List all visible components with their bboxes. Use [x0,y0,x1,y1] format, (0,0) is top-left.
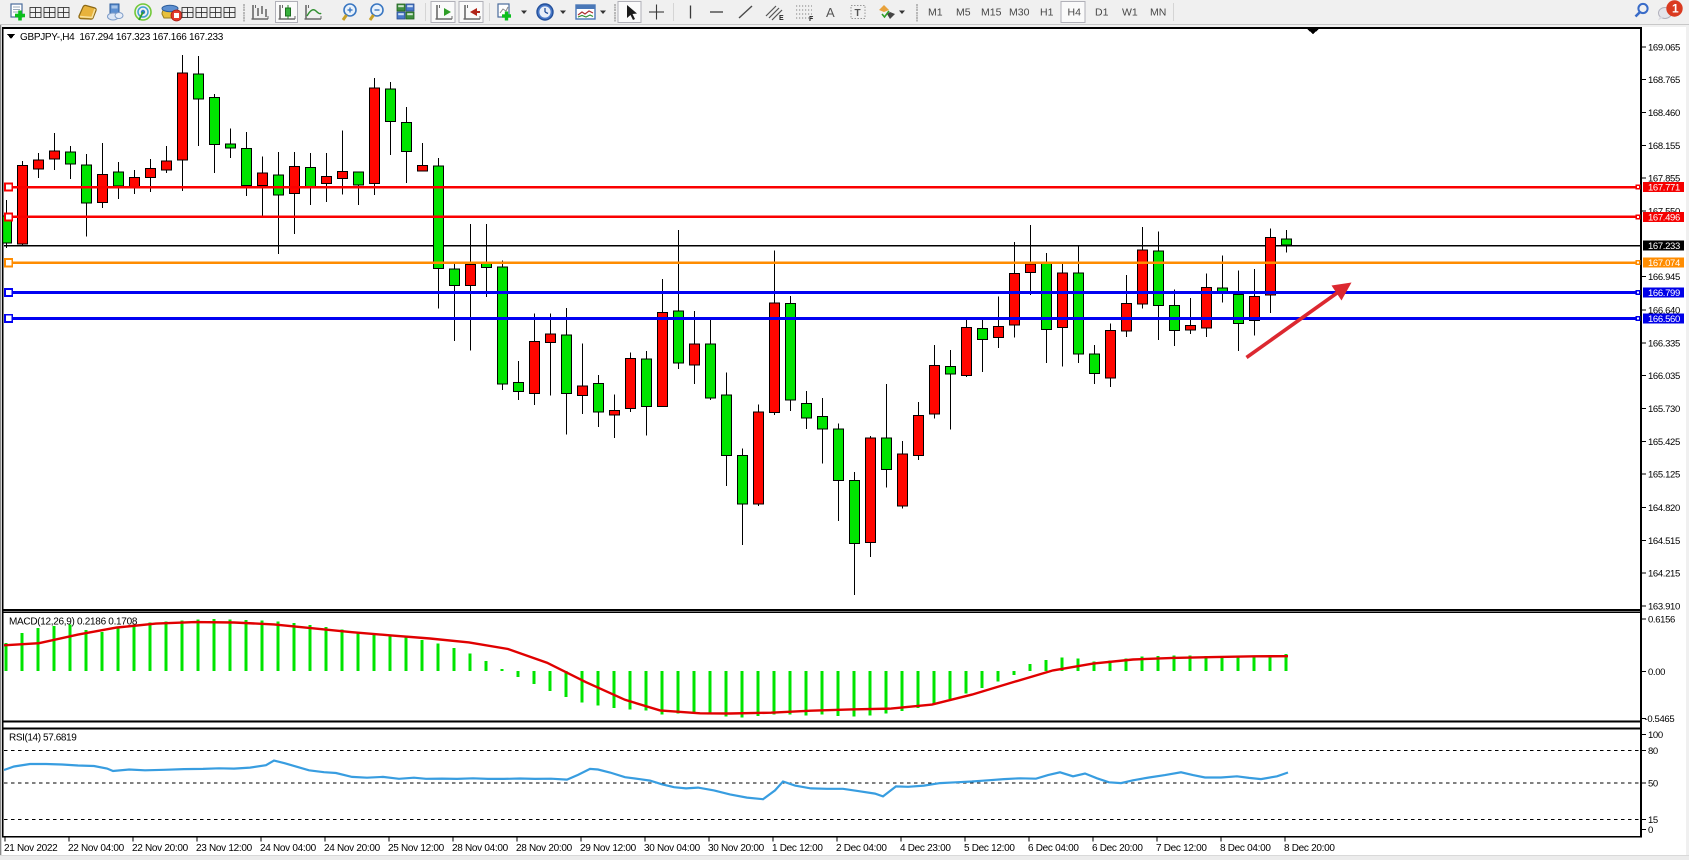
svg-text:28 Nov 04:00: 28 Nov 04:00 [452,843,509,854]
svg-text:166.799: 166.799 [1648,288,1680,299]
svg-text:2 Dec 04:00: 2 Dec 04:00 [836,843,887,854]
svg-text:M5: M5 [956,7,971,19]
svg-text:166.560: 166.560 [1648,314,1680,325]
svg-text:5 Dec 12:00: 5 Dec 12:00 [964,843,1015,854]
svg-text:8 Dec 04:00: 8 Dec 04:00 [1220,843,1271,854]
svg-text:MACD(12,26,9) 0.2186 0.1708: MACD(12,26,9) 0.2186 0.1708 [9,617,138,628]
svg-text:167.233: 167.233 [1648,241,1680,252]
svg-text:0.6156: 0.6156 [1648,614,1675,625]
svg-text:165.730: 165.730 [1648,404,1680,415]
svg-text:168.460: 168.460 [1648,108,1680,119]
svg-text:167.771: 167.771 [1648,183,1680,194]
svg-text:6 Dec 20:00: 6 Dec 20:00 [1092,843,1143,854]
svg-text:169.065: 169.065 [1648,42,1680,53]
svg-text:F: F [809,16,814,23]
svg-text:30 Nov 04:00: 30 Nov 04:00 [644,843,701,854]
svg-text:164.515: 164.515 [1648,536,1680,547]
svg-text:50: 50 [1648,779,1658,790]
svg-text:165.125: 165.125 [1648,470,1680,481]
svg-text:1: 1 [1672,2,1679,16]
svg-text:100: 100 [1648,730,1663,741]
svg-text:H1: H1 [1040,7,1054,19]
svg-text:166.945: 166.945 [1648,272,1680,283]
svg-text:H4: H4 [1068,7,1082,19]
svg-text:-0.5465: -0.5465 [1645,714,1675,725]
svg-text:80: 80 [1648,746,1658,757]
svg-text:15: 15 [1648,815,1658,826]
svg-text:0.00: 0.00 [1648,667,1665,678]
svg-text:167.496: 167.496 [1648,212,1680,223]
svg-text:167.074: 167.074 [1648,258,1680,269]
svg-text:M1: M1 [928,7,943,19]
svg-text:MN: MN [1150,7,1166,19]
svg-text:E: E [779,15,784,22]
svg-text:6 Dec 04:00: 6 Dec 04:00 [1028,843,1079,854]
svg-text:28 Nov 20:00: 28 Nov 20:00 [516,843,573,854]
svg-text:22 Nov 04:00: 22 Nov 04:00 [68,843,125,854]
svg-text:0: 0 [1648,825,1653,836]
svg-text:166.035: 166.035 [1648,371,1680,382]
svg-text:163.910: 163.910 [1648,602,1680,613]
svg-text:GBPJPY-,H4 167.294 167.323 16: GBPJPY-,H4 167.294 167.323 167.166 167.2… [20,32,224,43]
svg-text:23 Nov 12:00: 23 Nov 12:00 [196,843,253,854]
svg-text:165.425: 165.425 [1648,437,1680,448]
svg-text:D1: D1 [1095,7,1109,19]
svg-text:167.855: 167.855 [1648,174,1680,185]
svg-text:4 Dec 23:00: 4 Dec 23:00 [900,843,951,854]
svg-text:8 Dec 20:00: 8 Dec 20:00 [1284,843,1335,854]
svg-text:168.765: 168.765 [1648,75,1680,86]
svg-text:A: A [826,5,835,20]
svg-text:24 Nov 04:00: 24 Nov 04:00 [260,843,317,854]
svg-text:29 Nov 12:00: 29 Nov 12:00 [580,843,637,854]
svg-text:30 Nov 20:00: 30 Nov 20:00 [708,843,765,854]
svg-text:25 Nov 12:00: 25 Nov 12:00 [388,843,445,854]
svg-text:166.335: 166.335 [1648,338,1680,349]
svg-text:24 Nov 20:00: 24 Nov 20:00 [324,843,381,854]
svg-text:7 Dec 12:00: 7 Dec 12:00 [1156,843,1207,854]
svg-text:W1: W1 [1122,7,1138,19]
svg-text:21 Nov 2022: 21 Nov 2022 [4,843,58,854]
svg-text:166.640: 166.640 [1648,305,1680,316]
svg-text:22 Nov 20:00: 22 Nov 20:00 [132,843,189,854]
svg-text:M30: M30 [1009,7,1030,19]
svg-text:164.820: 164.820 [1648,503,1680,514]
svg-text:1 Dec 12:00: 1 Dec 12:00 [772,843,823,854]
svg-text:168.155: 168.155 [1648,141,1680,152]
svg-text:164.215: 164.215 [1648,568,1680,579]
svg-text:RSI(14) 57.6819: RSI(14) 57.6819 [9,733,77,744]
svg-text:T: T [855,8,861,19]
svg-text:M15: M15 [981,7,1002,19]
